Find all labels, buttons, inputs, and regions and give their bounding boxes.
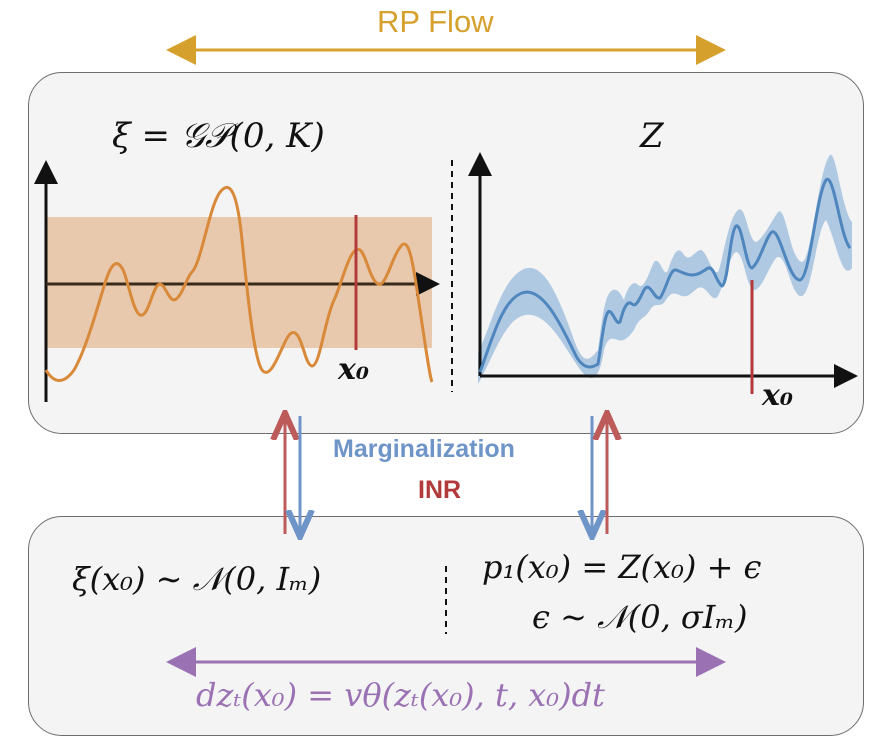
- z-title: Z: [640, 116, 664, 156]
- gp-prior-title: ξ = 𝒢𝒫(0, K): [112, 116, 325, 156]
- inr-label: INR: [418, 476, 462, 504]
- flow-equation: dzₜ(x₀) = vθ(zₜ(x₀), t, x₀)dt: [196, 676, 605, 714]
- marginalization-label: Marginalization: [333, 435, 515, 463]
- prior-marginal-formula: ξ(x₀) ∼ 𝒩(0, Iₘ): [72, 560, 322, 598]
- endpoint-formula: p₁(x₀) = Z(x₀) + ϵ: [482, 548, 762, 586]
- uncertainty-band: [478, 154, 852, 384]
- x0-label-left: x₀: [338, 352, 370, 387]
- mean-curve: [478, 178, 852, 373]
- rp-flow-label: RP Flow: [377, 4, 494, 39]
- z-process-plot: [468, 152, 858, 394]
- x0-label-right: x₀: [762, 378, 794, 413]
- gp-prior-plot: [34, 160, 440, 402]
- noise-formula: ϵ ∼ 𝒩(0, σIₘ): [532, 598, 748, 636]
- gp-sample-curve: [44, 186, 434, 383]
